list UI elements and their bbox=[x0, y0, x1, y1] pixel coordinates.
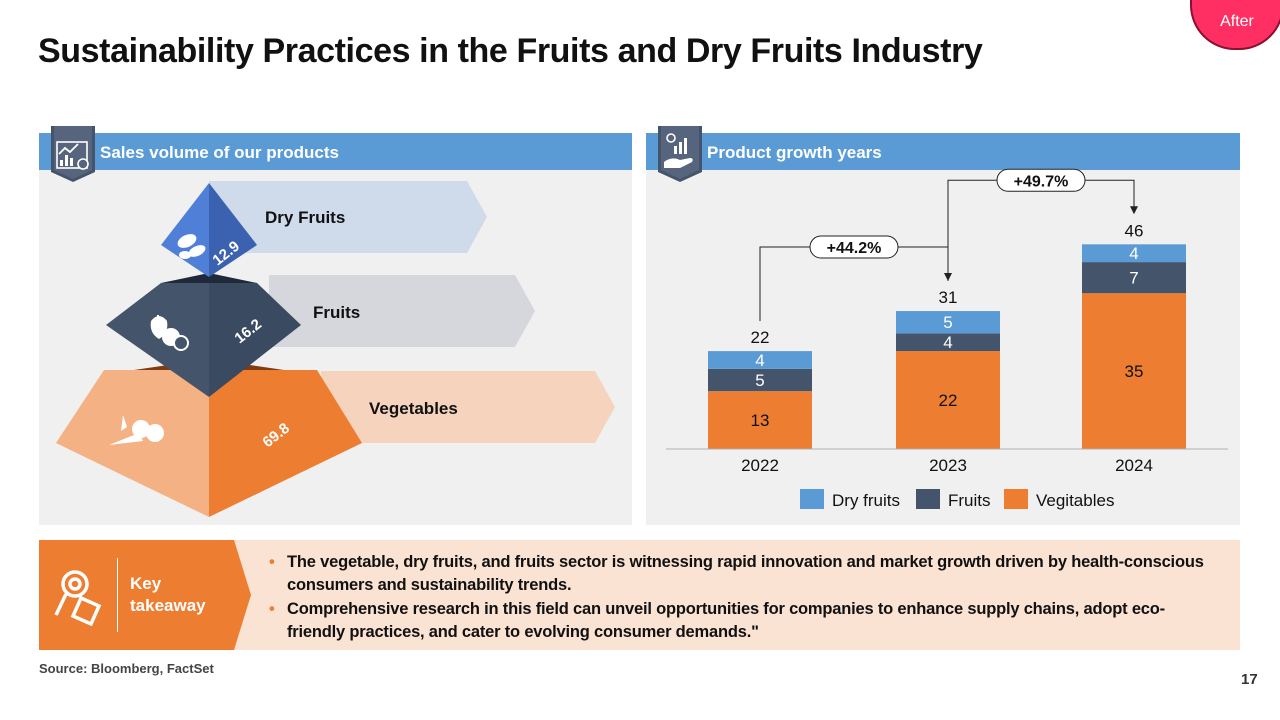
bar-vegitables-2024 bbox=[1082, 293, 1186, 449]
total-label-2023: 31 bbox=[939, 288, 958, 307]
pyramid-bottom-left bbox=[56, 370, 209, 517]
data-label-vegitables-2022: 13 bbox=[751, 411, 770, 430]
bar-dry-fruits-2024 bbox=[1082, 244, 1186, 263]
key-takeaway-label-line2: takeaway bbox=[130, 596, 206, 615]
data-label-dry-fruits-2023: 5 bbox=[943, 313, 952, 332]
data-label-fruits-2024: 7 bbox=[1129, 269, 1138, 288]
key-takeaway-panel: Key takeaway The vegetable, dry fruits, … bbox=[39, 540, 1240, 650]
pyramid-chart: 12.9 16.2 69.8 Dry Fruits Fruits Vegetab… bbox=[56, 181, 615, 517]
growth-arrowhead-2024 bbox=[1130, 206, 1138, 215]
legend-label-vegitables: Vegitables bbox=[1036, 491, 1114, 510]
growth-label-2023: +44.2% bbox=[827, 240, 882, 257]
chart-legend: Dry fruits Fruits Vegitables bbox=[800, 489, 1114, 510]
page-number: 17 bbox=[1241, 671, 1258, 688]
pyramid-bottom-right bbox=[209, 370, 362, 517]
pyramid-top-left bbox=[161, 183, 209, 277]
sales-volume-header bbox=[39, 133, 632, 170]
key-takeaway-label: Key takeaway bbox=[130, 573, 206, 617]
growth-annotations: +44.2% +49.7% bbox=[759, 168, 1138, 322]
legend-swatch-vegitables bbox=[1004, 489, 1028, 509]
nuts-icon bbox=[177, 234, 206, 259]
ribbon-fruits bbox=[269, 275, 535, 347]
bar-fruits-2023 bbox=[896, 333, 1000, 352]
data-label-dry-fruits-2024: 4 bbox=[1129, 244, 1138, 263]
sales-volume-panel: Sales volume of our products bbox=[39, 126, 632, 525]
data-label-fruits-2022: 5 bbox=[755, 371, 764, 390]
pyramid-top-right bbox=[209, 183, 257, 277]
key-takeaway-banner bbox=[39, 540, 251, 650]
data-label-vegitables-2024: 35 bbox=[1125, 362, 1144, 381]
source-note: Source: Bloomberg, FactSet bbox=[39, 661, 214, 676]
total-label-2022: 22 bbox=[751, 328, 770, 347]
legend-label-fruits: Fruits bbox=[948, 491, 991, 510]
after-badge: After bbox=[1190, 0, 1280, 50]
bar-fruits-2022 bbox=[708, 368, 812, 392]
growth-label-2024: +49.7% bbox=[1014, 173, 1069, 190]
magnifier-tag-icon bbox=[54, 570, 102, 627]
category-label-dry-fruits: Dry Fruits bbox=[265, 208, 345, 227]
bar-dry-fruits-2022 bbox=[708, 351, 812, 369]
pyramid-mid-left bbox=[106, 283, 209, 397]
x-tick-2023: 2023 bbox=[929, 456, 967, 475]
category-label-fruits: Fruits bbox=[313, 303, 360, 322]
growth-badge-2024 bbox=[996, 168, 1086, 192]
bar-dry-fruits-2023 bbox=[896, 311, 1000, 334]
total-label-2024: 46 bbox=[1125, 221, 1144, 240]
bar-vegitables-2022 bbox=[708, 391, 812, 449]
pyramid-mid-right bbox=[209, 283, 301, 397]
data-label-dry-fruits-2022: 4 bbox=[755, 351, 764, 370]
fruit-icon bbox=[150, 315, 189, 351]
category-label-vegetables: Vegetables bbox=[369, 399, 458, 418]
takeaway-bullet: Comprehensive research in this field can… bbox=[269, 598, 1219, 644]
data-label-fruits-2023: 4 bbox=[943, 333, 952, 352]
takeaway-bullets: The vegetable, dry fruits, and fruits se… bbox=[269, 551, 1219, 645]
after-badge-label: After bbox=[1220, 13, 1254, 30]
legend-label-dry-fruits: Dry fruits bbox=[832, 491, 900, 510]
vegetables-icon bbox=[109, 415, 164, 445]
legend-swatch-dry-fruits bbox=[800, 489, 824, 509]
growth-badge-2023 bbox=[809, 235, 899, 259]
ribbon-dry-fruits bbox=[209, 181, 487, 253]
bar-vegitables-2023 bbox=[896, 351, 1000, 449]
x-tick-2022: 2022 bbox=[741, 456, 779, 475]
key-takeaway-label-line1: Key bbox=[130, 574, 162, 593]
hand-growth-icon bbox=[658, 126, 702, 182]
chart-analytics-icon bbox=[51, 126, 95, 182]
page-title: Sustainability Practices in the Fruits a… bbox=[38, 32, 983, 70]
ribbon-vegetables bbox=[321, 371, 615, 443]
takeaway-bullet: The vegetable, dry fruits, and fruits se… bbox=[269, 551, 1219, 597]
bar-fruits-2024 bbox=[1082, 262, 1186, 294]
product-growth-header bbox=[646, 133, 1240, 170]
product-growth-panel: Product growth years 13 5 4 22 2022 22 4 5 31 202… bbox=[646, 126, 1240, 525]
sales-volume-title: Sales volume of our products bbox=[100, 143, 339, 162]
data-label-vegitables-2023: 22 bbox=[939, 391, 958, 410]
product-growth-title: Product growth years bbox=[707, 143, 882, 162]
x-tick-2024: 2024 bbox=[1115, 456, 1153, 475]
takeaway-separator bbox=[117, 558, 118, 632]
legend-swatch-fruits bbox=[916, 489, 940, 509]
